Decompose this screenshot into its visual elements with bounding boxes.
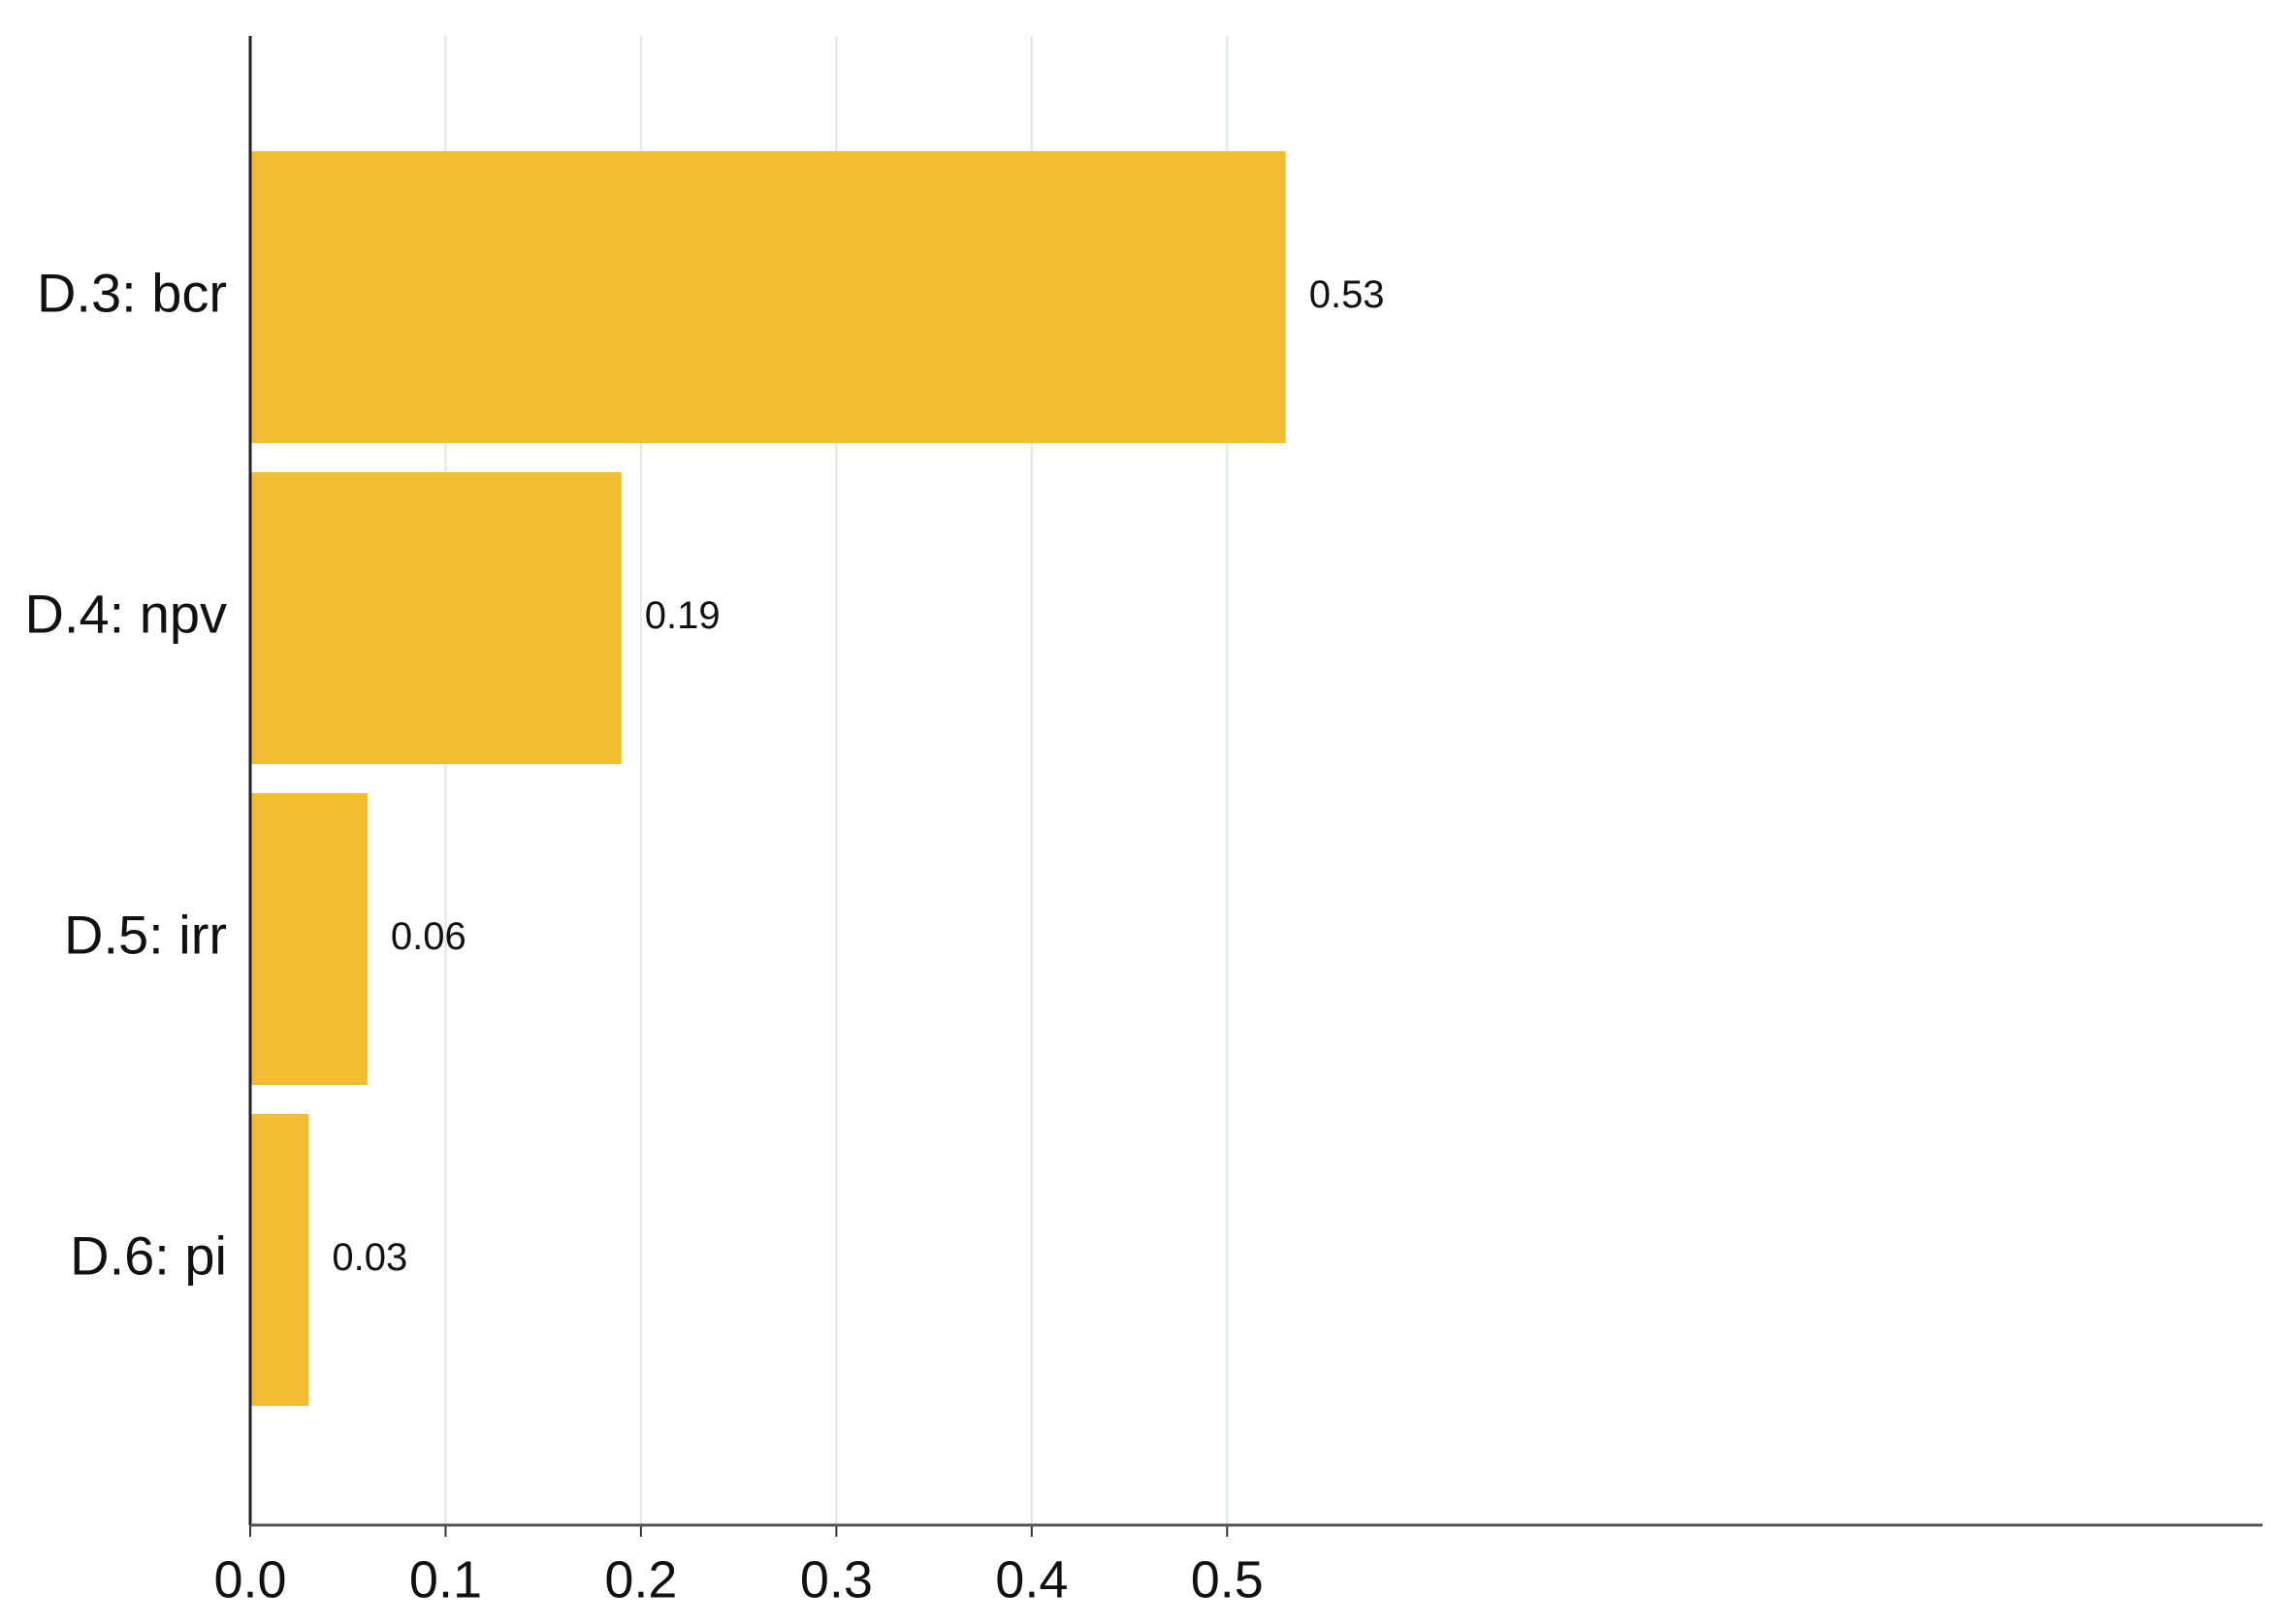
x-tick-label: 0.1: [409, 1550, 482, 1608]
y-tick-label: D.4: npv: [24, 583, 227, 644]
x-tick-label: 0.2: [604, 1550, 677, 1608]
x-tick-label: 0.4: [995, 1550, 1068, 1608]
bar: [250, 472, 622, 764]
y-tick-label: D.6: pi: [70, 1225, 227, 1286]
x-tick-label: 0.0: [213, 1550, 286, 1608]
x-tick-label: 0.3: [800, 1550, 873, 1608]
y-tick-label: D.5: irr: [64, 904, 227, 965]
bar: [250, 1114, 309, 1406]
value-label: 0.06: [391, 915, 466, 958]
value-label: 0.19: [645, 594, 721, 637]
bar: [250, 793, 368, 1085]
value-label: 0.53: [1309, 273, 1385, 316]
value-label: 0.03: [332, 1236, 407, 1279]
bar: [250, 151, 1286, 443]
x-tick-label: 0.5: [1191, 1550, 1264, 1608]
y-tick-label: D.3: bcr: [37, 262, 227, 323]
